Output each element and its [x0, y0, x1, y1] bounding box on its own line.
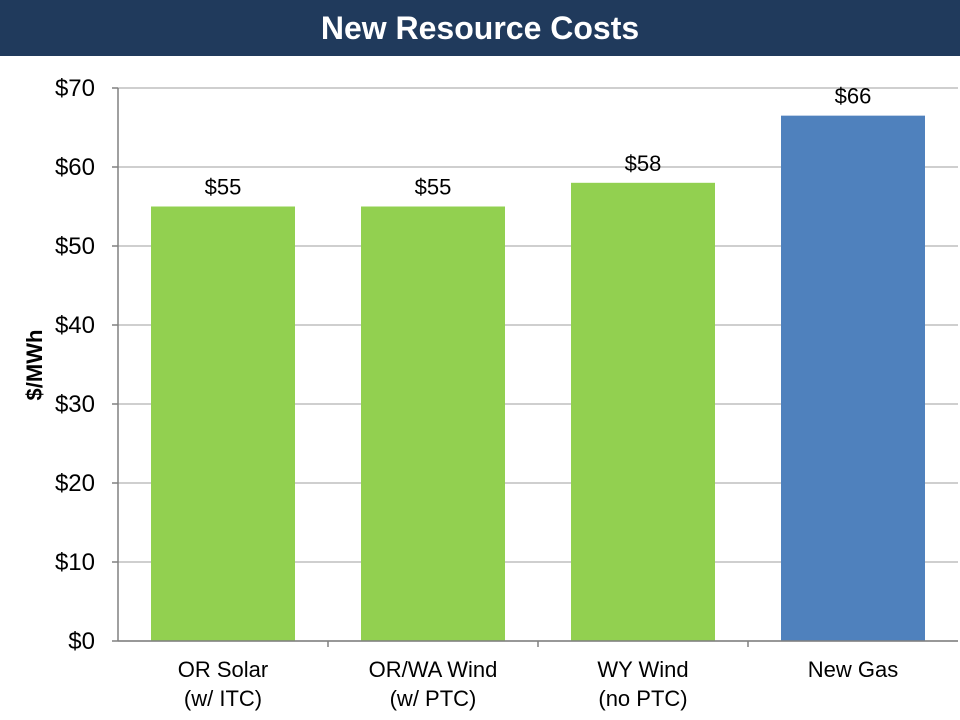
- y-tick-label: $50: [55, 233, 95, 260]
- category-label: OR Solar: [178, 657, 268, 682]
- labels: $0 $10 $20 $30 $40 $50 $60 $70 $55 OR Solar (w/ IT…: [55, 75, 898, 711]
- axes: [112, 87, 958, 647]
- category-label: (w/ ITC): [184, 686, 262, 711]
- bars: [151, 115, 925, 642]
- data-label: $58: [625, 151, 662, 176]
- y-tick-label: $60: [55, 154, 95, 181]
- y-tick-label: $10: [55, 549, 95, 576]
- bar: [571, 182, 715, 642]
- data-label: $55: [415, 175, 452, 200]
- chart-title: New Resource Costs: [320, 9, 640, 46]
- title-bar: New Resource Costs: [0, 0, 960, 56]
- category-label: OR/WA Wind: [369, 657, 498, 682]
- bar: [151, 206, 295, 641]
- category-label: New Gas: [808, 657, 898, 682]
- y-tick-label: $30: [55, 391, 95, 418]
- category-label: (w/ PTC): [390, 686, 477, 711]
- y-tick-label: $20: [55, 470, 95, 497]
- data-label: $66: [835, 84, 872, 109]
- y-tick-label: $0: [68, 628, 95, 655]
- category-label: (no PTC): [598, 686, 687, 711]
- bar: [361, 206, 505, 641]
- bar: [781, 115, 925, 641]
- y-axis-label: $/MWh: [22, 330, 47, 401]
- category-label: WY Wind: [597, 657, 688, 682]
- y-tick-label: $40: [55, 312, 95, 339]
- data-label: $55: [205, 175, 242, 200]
- y-tick-label: $70: [55, 75, 95, 102]
